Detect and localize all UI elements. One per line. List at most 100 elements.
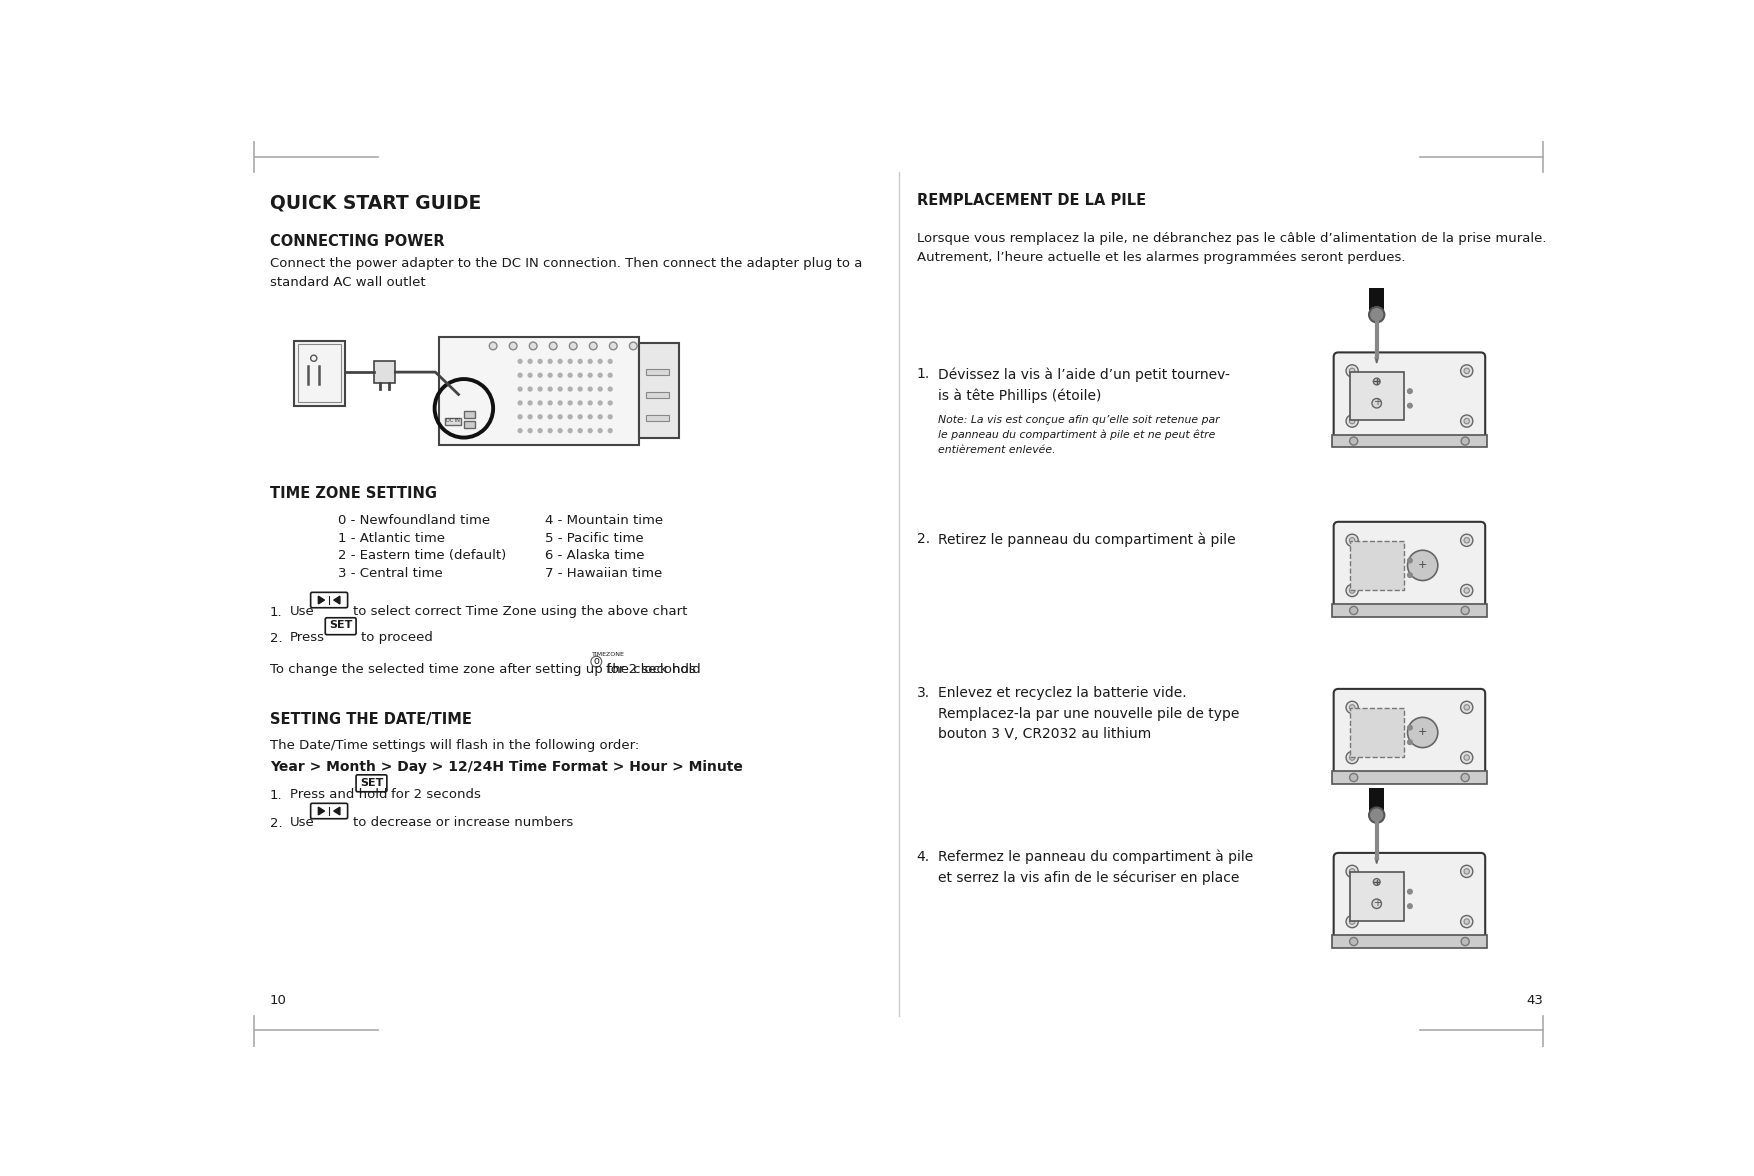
Circle shape [509,342,517,349]
Bar [374,361,395,383]
Circle shape [609,415,612,419]
Circle shape [517,387,523,390]
Text: 4 - Mountain time: 4 - Mountain time [545,514,663,527]
Bar [1370,288,1384,315]
Text: CONNECTING POWER: CONNECTING POWER [270,234,444,248]
Circle shape [538,401,542,405]
Bar [1331,771,1487,783]
Circle shape [1408,573,1412,577]
Polygon shape [1375,857,1379,863]
Circle shape [598,429,602,433]
Bar [463,421,475,428]
Circle shape [588,415,593,419]
FancyBboxPatch shape [1333,522,1486,609]
Circle shape [517,429,523,433]
Circle shape [1345,584,1358,596]
Circle shape [1465,869,1470,874]
Text: 4.: 4. [917,849,930,863]
Circle shape [568,415,572,419]
Circle shape [1345,534,1358,547]
Text: 3 - Central time: 3 - Central time [337,567,442,580]
Text: Enlevez et recyclez la batterie vide.
Remplacez-la par une nouvelle pile de type: Enlevez et recyclez la batterie vide. Re… [938,687,1240,742]
Circle shape [1461,584,1473,596]
Text: 1.: 1. [270,789,282,802]
Circle shape [1461,937,1470,946]
Text: +: + [1373,397,1380,407]
Circle shape [1373,878,1380,886]
Text: 6 - Alaska time: 6 - Alaska time [545,549,645,562]
Circle shape [1349,368,1354,374]
Circle shape [1408,559,1412,563]
FancyBboxPatch shape [1333,689,1486,776]
Circle shape [558,401,561,405]
Bar [298,345,340,402]
Bar [1349,541,1403,589]
Circle shape [1349,704,1354,710]
Circle shape [568,401,572,405]
Circle shape [1465,918,1470,924]
Circle shape [528,373,531,377]
Bar [1349,873,1403,921]
Text: Note: La vis est conçue afin qu’elle soit retenue par
le panneau du compartiment: Note: La vis est conçue afin qu’elle soi… [938,415,1219,455]
Circle shape [588,401,593,405]
Circle shape [1372,898,1382,909]
Circle shape [1461,774,1470,782]
Text: +: + [1417,728,1428,737]
Circle shape [558,387,561,390]
Circle shape [1349,918,1354,924]
Circle shape [1349,869,1354,874]
Text: To change the selected time zone after setting up the clock hold: To change the selected time zone after s… [270,663,700,676]
Text: 1.: 1. [917,367,930,381]
Text: The Date/Time settings will flash in the following order:: The Date/Time settings will flash in the… [270,739,638,751]
Circle shape [579,360,582,363]
Text: 10: 10 [270,994,286,1007]
Bar [438,336,640,445]
Text: Refermez le panneau du compartiment à pile
et serrez la vis afin de le sécuriser: Refermez le panneau du compartiment à pi… [938,849,1254,886]
Circle shape [568,360,572,363]
Circle shape [538,387,542,390]
Circle shape [588,360,593,363]
Circle shape [528,415,531,419]
Text: for 2 seconds: for 2 seconds [605,663,695,676]
Circle shape [517,415,523,419]
Circle shape [568,373,572,377]
Circle shape [598,401,602,405]
Circle shape [549,373,553,377]
Circle shape [1461,415,1473,427]
Circle shape [538,360,542,363]
Circle shape [1370,307,1384,322]
Circle shape [598,360,602,363]
Circle shape [579,415,582,419]
Circle shape [489,342,496,349]
Text: 7 - Hawaiian time: 7 - Hawaiian time [545,567,663,580]
Circle shape [558,415,561,419]
Circle shape [1461,365,1473,377]
Text: SET: SET [330,621,353,630]
Circle shape [558,429,561,433]
Circle shape [1349,537,1354,543]
Circle shape [1408,389,1412,394]
Text: Retirez le panneau du compartiment à pile: Retirez le panneau du compartiment à pil… [938,533,1237,547]
Circle shape [538,429,542,433]
Circle shape [609,401,612,405]
Circle shape [1461,534,1473,547]
Circle shape [1349,437,1358,446]
Text: TIME ZONE SETTING: TIME ZONE SETTING [270,486,437,501]
Bar [640,343,679,439]
Circle shape [528,360,531,363]
Circle shape [1345,701,1358,714]
Text: Use: Use [289,816,314,829]
Circle shape [1465,755,1470,761]
Circle shape [598,373,602,377]
Circle shape [1345,915,1358,928]
Circle shape [598,415,602,419]
Text: o: o [593,656,600,666]
Circle shape [1349,937,1358,946]
Circle shape [1408,904,1412,909]
Text: to select correct Time Zone using the above chart: to select correct Time Zone using the ab… [353,604,688,617]
Circle shape [1461,866,1473,877]
Text: Lorsque vous remplacez la pile, ne débranchez pas le câble d’alimentation de la : Lorsque vous remplacez la pile, ne débra… [917,232,1545,263]
Circle shape [530,342,537,349]
Circle shape [609,387,612,390]
Bar [1331,604,1487,616]
